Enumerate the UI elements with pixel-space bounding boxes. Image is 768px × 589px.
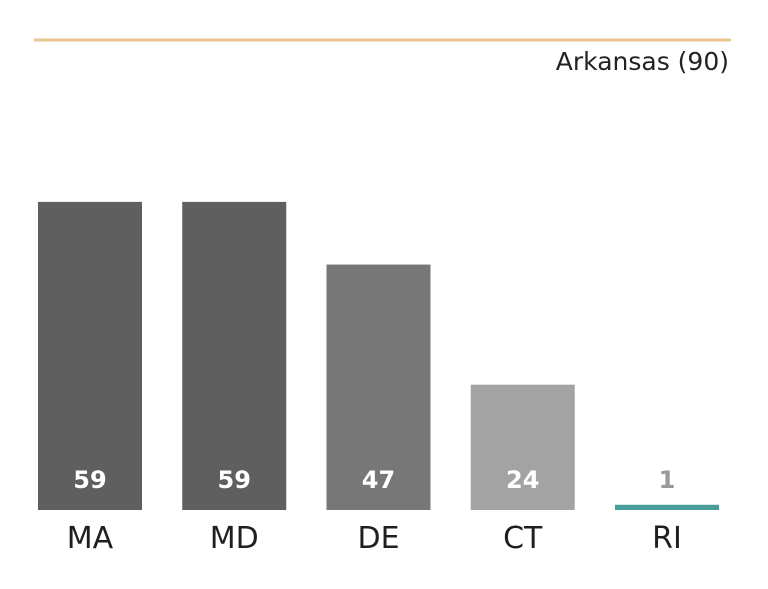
value-label-ri: 1: [659, 466, 676, 494]
bar-md: [182, 201, 287, 510]
value-label-ma: 59: [73, 466, 106, 494]
bar-de: [326, 264, 431, 510]
value-label-de: 47: [362, 466, 395, 494]
bar-ri: [615, 504, 719, 510]
bar-ct: [470, 384, 575, 510]
value-label-ct: 24: [506, 466, 539, 494]
value-label-md: 59: [218, 466, 251, 494]
category-label-de: DE: [357, 521, 399, 556]
category-label-ri: RI: [652, 521, 682, 556]
bar-ma: [38, 201, 142, 510]
category-label-ct: CT: [503, 521, 543, 556]
category-label-md: MD: [210, 521, 259, 556]
reference-label: Arkansas (90): [556, 47, 729, 76]
category-label-ma: MA: [67, 521, 114, 556]
